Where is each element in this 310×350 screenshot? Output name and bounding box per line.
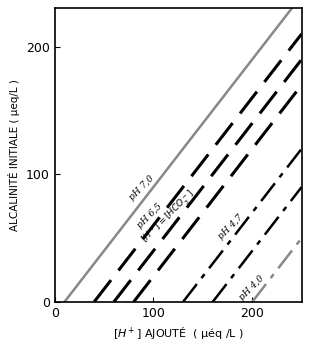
Text: $[H^+] = [HCO_3^-]$: $[H^+] = [HCO_3^-]$ bbox=[139, 187, 198, 247]
Text: pH 4,7: pH 4,7 bbox=[216, 212, 245, 240]
Y-axis label: ALCALINITÉ INITIALE ( µeq/L ): ALCALINITÉ INITIALE ( µeq/L ) bbox=[8, 79, 20, 231]
Text: pH 4,0: pH 4,0 bbox=[238, 274, 266, 302]
Text: pH 6,5: pH 6,5 bbox=[135, 202, 163, 230]
X-axis label: $[H^+]$ AJOUTÉ  ( µéq /L ): $[H^+]$ AJOUTÉ ( µéq /L ) bbox=[113, 325, 244, 342]
Text: pH 7,0: pH 7,0 bbox=[127, 174, 156, 202]
